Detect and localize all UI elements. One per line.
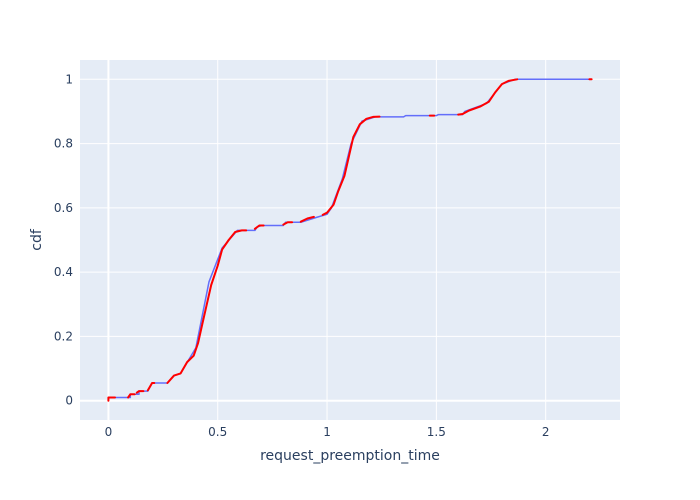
series-line-red [457, 78, 519, 116]
series-line-red [135, 390, 145, 394]
y-tick-label: 0.6 [54, 201, 73, 215]
y-tick-label: 0.2 [54, 329, 73, 343]
series-line-red [166, 229, 248, 384]
y-tick-label: 0.4 [54, 265, 73, 279]
x-gridlines [107, 60, 547, 420]
series-line-red [282, 221, 294, 226]
x-tick-labels: 0 0.5 1 1.5 2 [105, 425, 550, 439]
x-axis-title: request_preemption_time [260, 448, 440, 464]
series-line-red [127, 393, 136, 399]
y-tick-label: 0.8 [54, 137, 73, 151]
series-line-red [299, 215, 315, 223]
plot-background [80, 60, 620, 420]
series-layer [107, 78, 593, 402]
y-gridlines [80, 78, 620, 402]
y-tick-label: 0 [65, 394, 73, 408]
series-line-red [321, 115, 381, 216]
series-line-red [107, 396, 116, 402]
x-tick-label: 0 [105, 425, 113, 439]
x-tick-label: 1.5 [427, 425, 446, 439]
x-tick-label: 1 [323, 425, 331, 439]
x-tick-label: 0.5 [208, 425, 227, 439]
y-tick-labels: 0 0.2 0.4 0.6 0.8 1 [54, 72, 73, 407]
y-axis-title: cdf [29, 228, 45, 251]
series-line-red [253, 224, 265, 230]
x-tick-label: 2 [542, 425, 550, 439]
y-tick-label: 1 [65, 72, 73, 86]
series-line-red [146, 382, 156, 392]
